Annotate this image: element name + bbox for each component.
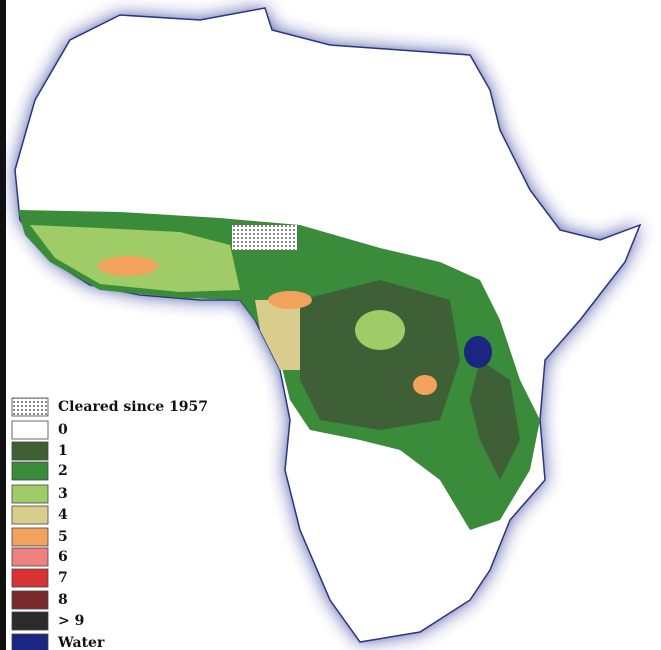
- legend-label: 6: [58, 549, 68, 565]
- legend-label: 1: [58, 443, 68, 459]
- legend-label: 5: [58, 529, 68, 545]
- legend-label: Water: [57, 635, 105, 650]
- legend-label: 7: [58, 570, 68, 586]
- legend-label: 2: [58, 463, 68, 479]
- vegetation: [18, 210, 540, 530]
- legend-label: Cleared since 1957: [58, 399, 208, 415]
- legend-swatch: [11, 505, 49, 525]
- legend-label: > 9: [58, 613, 84, 629]
- legend-label: 8: [58, 592, 68, 608]
- legend-swatch: [11, 420, 49, 440]
- legend-swatch: [11, 568, 49, 588]
- legend-swatch: [11, 633, 49, 650]
- legend-label: 3: [58, 486, 68, 502]
- legend-swatch: [11, 461, 49, 481]
- legend: Cleared since 1957 0 1 2 3 4 5 6 7 8 > 9 Water: [11, 397, 208, 650]
- legend-label: 4: [58, 507, 68, 523]
- legend-swatch: [11, 547, 49, 567]
- lake-victoria: [464, 336, 492, 368]
- legend-swatch: [11, 484, 49, 504]
- left-border: [0, 0, 6, 650]
- legend-swatch: [11, 397, 49, 417]
- legend-swatch: [11, 441, 49, 461]
- legend-label: 0: [58, 422, 68, 438]
- legend-swatch: [11, 527, 49, 547]
- legend-swatch: [11, 611, 49, 631]
- legend-swatch: [11, 590, 49, 610]
